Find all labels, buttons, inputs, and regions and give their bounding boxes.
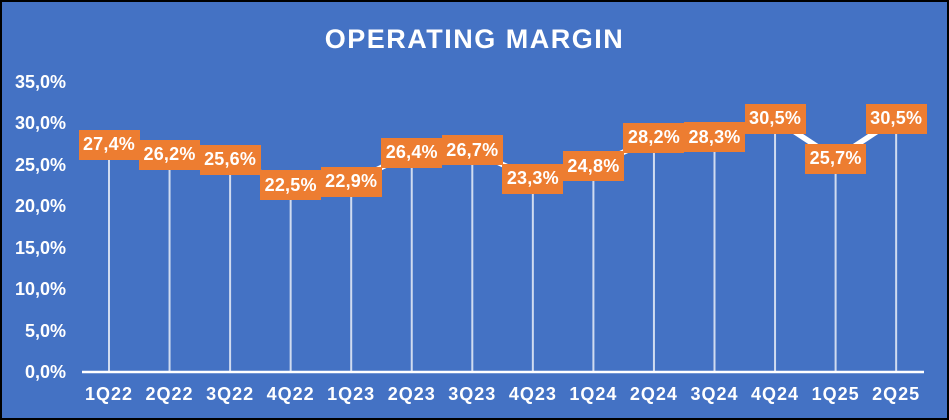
x-axis-category-label: 1Q24 [569, 384, 618, 404]
x-axis-category-label: 2Q24 [629, 384, 678, 404]
data-label: 25,7% [805, 143, 867, 174]
x-axis-category-label: 2Q22 [145, 384, 194, 404]
y-axis-tick-label: 0,0% [24, 362, 66, 382]
x-axis-category-label: 2Q23 [387, 384, 436, 404]
data-label: 22,5% [260, 170, 322, 201]
chart-title: OPERATING MARGIN [324, 24, 625, 54]
x-axis-category-label: 4Q23 [508, 384, 557, 404]
x-axis-category-label: 1Q25 [811, 384, 860, 404]
y-axis-tick-label: 25,0% [14, 154, 66, 175]
x-axis-category-label: 4Q22 [266, 384, 315, 404]
x-axis-category-label: 4Q24 [751, 384, 800, 404]
data-label: 26,4% [381, 137, 443, 168]
y-axis-tick-label: 30,0% [14, 113, 66, 133]
data-label: 30,5% [865, 103, 927, 134]
data-label: 26,2% [139, 139, 201, 170]
x-axis-category-label: 1Q22 [84, 384, 134, 404]
y-axis-tick-label: 15,0% [14, 237, 66, 258]
data-label: 25,6% [199, 144, 261, 175]
data-label: 27,4% [78, 129, 140, 160]
y-axis-tick-label: 5,0% [24, 320, 66, 341]
data-label: 26,7% [441, 135, 503, 166]
x-axis-category-label: 3Q23 [448, 384, 497, 404]
x-axis-category-label: 3Q22 [206, 384, 255, 404]
data-label: 28,2% [623, 122, 685, 153]
data-label: 24,8% [562, 151, 624, 182]
x-axis-category-label: 2Q25 [872, 384, 921, 404]
y-axis-tick-label: 20,0% [14, 196, 66, 216]
x-axis-category-label: 3Q24 [690, 384, 739, 404]
data-label: 22,9% [320, 166, 382, 197]
data-label: 23,3% [502, 163, 564, 194]
data-label: 30,5% [744, 103, 806, 134]
data-label: 28,3% [684, 122, 745, 153]
x-axis-category-label: 1Q23 [327, 384, 376, 404]
y-axis-tick-label: 35,0% [14, 71, 66, 92]
y-axis-tick-label: 10,0% [14, 279, 66, 299]
